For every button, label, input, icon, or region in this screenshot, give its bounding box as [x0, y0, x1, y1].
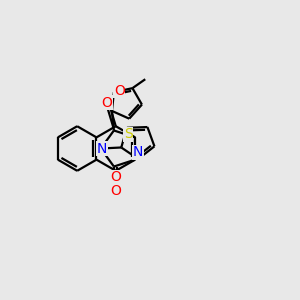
Text: O: O [101, 95, 112, 110]
Text: O: O [114, 84, 125, 98]
Text: O: O [110, 184, 121, 198]
Text: N: N [133, 146, 143, 159]
Text: S: S [124, 127, 133, 141]
Text: O: O [110, 170, 121, 184]
Text: N: N [97, 142, 107, 155]
